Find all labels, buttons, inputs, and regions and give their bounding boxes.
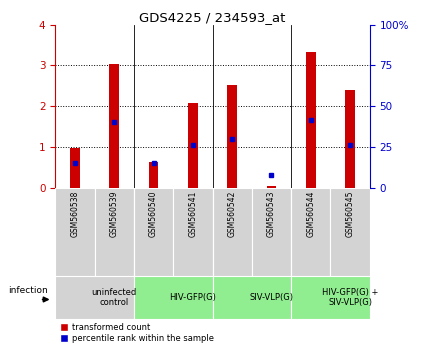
Bar [173, 188, 212, 276]
Text: GSM560540: GSM560540 [149, 190, 158, 237]
Title: GDS4225 / 234593_at: GDS4225 / 234593_at [139, 11, 286, 24]
Bar [94, 188, 134, 276]
Bar [212, 276, 291, 319]
Bar [134, 276, 212, 319]
Bar [149, 162, 159, 188]
Bar [252, 188, 291, 276]
Bar [55, 276, 134, 319]
Text: GSM560545: GSM560545 [346, 190, 354, 237]
Bar [212, 188, 252, 276]
Bar [227, 85, 237, 188]
Text: GSM560539: GSM560539 [110, 190, 119, 237]
Bar [55, 188, 94, 276]
Legend: transformed count, percentile rank within the sample: transformed count, percentile rank withi… [60, 323, 214, 343]
Text: infection: infection [8, 286, 48, 296]
Bar [109, 64, 119, 188]
Bar [331, 188, 370, 276]
Bar [345, 90, 355, 188]
Text: GSM560543: GSM560543 [267, 190, 276, 237]
Bar [134, 188, 173, 276]
Text: GSM560544: GSM560544 [306, 190, 315, 237]
Bar [188, 103, 198, 188]
Text: GSM560541: GSM560541 [188, 190, 197, 237]
Text: GSM560542: GSM560542 [228, 190, 237, 237]
Bar [291, 188, 331, 276]
Bar [70, 148, 80, 188]
Bar [291, 276, 370, 319]
Text: SIV-VLP(G): SIV-VLP(G) [249, 293, 294, 302]
Bar [266, 185, 276, 188]
Text: uninfected
control: uninfected control [92, 288, 137, 307]
Text: GSM560538: GSM560538 [71, 190, 79, 237]
Bar [306, 52, 316, 188]
Text: HIV-GFP(G): HIV-GFP(G) [170, 293, 216, 302]
Text: HIV-GFP(G) +
SIV-VLP(G): HIV-GFP(G) + SIV-VLP(G) [322, 288, 378, 307]
